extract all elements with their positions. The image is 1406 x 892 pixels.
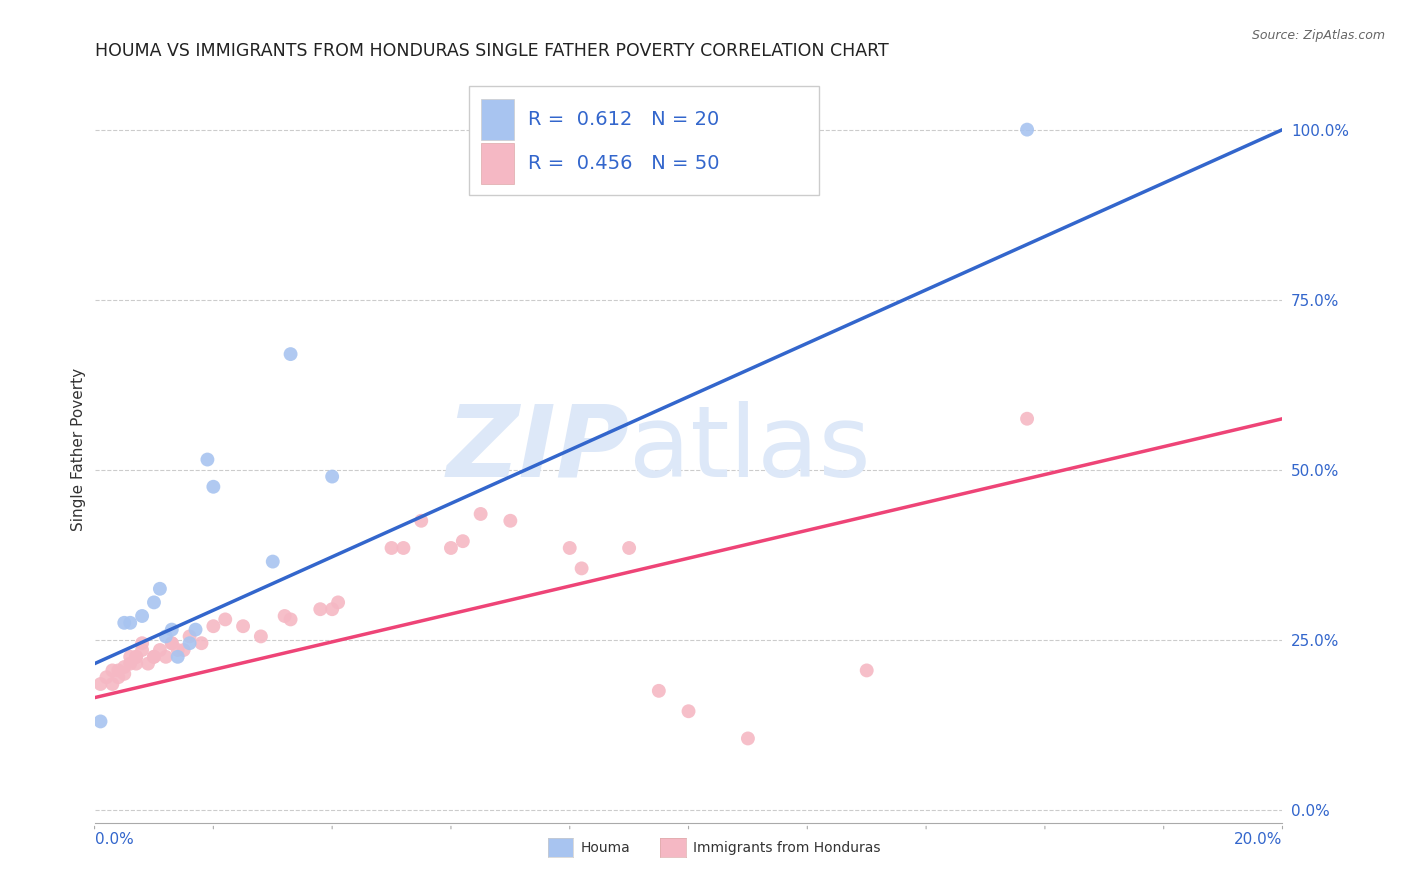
Point — [202, 480, 225, 494]
Point — [648, 122, 671, 136]
Point — [107, 664, 129, 678]
Text: Immigrants from Honduras: Immigrants from Honduras — [693, 840, 880, 855]
Point — [273, 609, 295, 624]
Point — [309, 602, 332, 616]
Point — [101, 677, 124, 691]
Point — [617, 541, 640, 555]
Point — [143, 649, 166, 664]
Point — [184, 623, 207, 637]
Point — [149, 643, 172, 657]
Text: Houma: Houma — [581, 840, 630, 855]
Point — [131, 609, 153, 624]
Point — [101, 664, 124, 678]
Point — [120, 615, 142, 630]
Text: R =  0.612   N = 20: R = 0.612 N = 20 — [529, 111, 720, 129]
Point — [125, 657, 148, 671]
Point — [166, 649, 188, 664]
Point — [173, 643, 195, 657]
Point — [280, 347, 302, 361]
Point — [440, 541, 463, 555]
Point — [89, 677, 111, 691]
Point — [558, 541, 581, 555]
Point — [855, 664, 877, 678]
FancyBboxPatch shape — [481, 99, 515, 140]
Point — [380, 541, 402, 555]
Y-axis label: Single Father Poverty: Single Father Poverty — [72, 368, 86, 531]
Text: ZIP: ZIP — [446, 401, 628, 498]
FancyBboxPatch shape — [468, 87, 820, 195]
Point — [1017, 411, 1039, 425]
Point — [160, 623, 183, 637]
Point — [392, 541, 415, 555]
Text: R =  0.456   N = 50: R = 0.456 N = 50 — [529, 153, 720, 173]
Point — [179, 629, 201, 643]
Point — [112, 660, 135, 674]
Point — [160, 636, 183, 650]
Point — [499, 514, 522, 528]
Point — [321, 469, 343, 483]
Point — [326, 595, 349, 609]
Point — [280, 612, 302, 626]
Point — [143, 649, 166, 664]
Point — [107, 670, 129, 684]
Point — [112, 615, 135, 630]
Text: Source: ZipAtlas.com: Source: ZipAtlas.com — [1251, 29, 1385, 42]
Point — [636, 143, 658, 157]
Point — [89, 714, 111, 729]
Point — [125, 649, 148, 664]
Point — [166, 643, 188, 657]
Text: HOUMA VS IMMIGRANTS FROM HONDURAS SINGLE FATHER POVERTY CORRELATION CHART: HOUMA VS IMMIGRANTS FROM HONDURAS SINGLE… — [94, 42, 889, 60]
Point — [648, 683, 671, 698]
Point — [1017, 122, 1039, 136]
Point — [155, 649, 177, 664]
Point — [411, 514, 433, 528]
FancyBboxPatch shape — [481, 143, 515, 184]
Point — [470, 507, 492, 521]
Point — [214, 612, 236, 626]
Point — [179, 636, 201, 650]
Point — [197, 452, 219, 467]
Point — [262, 555, 284, 569]
Point — [737, 731, 759, 746]
Point — [190, 636, 212, 650]
Point — [678, 704, 700, 718]
Text: 20.0%: 20.0% — [1234, 832, 1282, 847]
Point — [136, 657, 159, 671]
Point — [571, 561, 593, 575]
Point — [131, 636, 153, 650]
Point — [470, 143, 492, 157]
Point — [321, 602, 343, 616]
Point — [250, 629, 273, 643]
Point — [155, 629, 177, 643]
Point — [160, 636, 183, 650]
Text: atlas: atlas — [628, 401, 870, 498]
Point — [232, 619, 254, 633]
Point — [120, 649, 142, 664]
Point — [131, 643, 153, 657]
Point — [143, 595, 166, 609]
Point — [451, 534, 474, 549]
Point — [125, 649, 148, 664]
Point — [112, 666, 135, 681]
Point — [149, 582, 172, 596]
Point — [202, 619, 225, 633]
Point — [120, 657, 142, 671]
Point — [96, 670, 118, 684]
Text: 0.0%: 0.0% — [94, 832, 134, 847]
